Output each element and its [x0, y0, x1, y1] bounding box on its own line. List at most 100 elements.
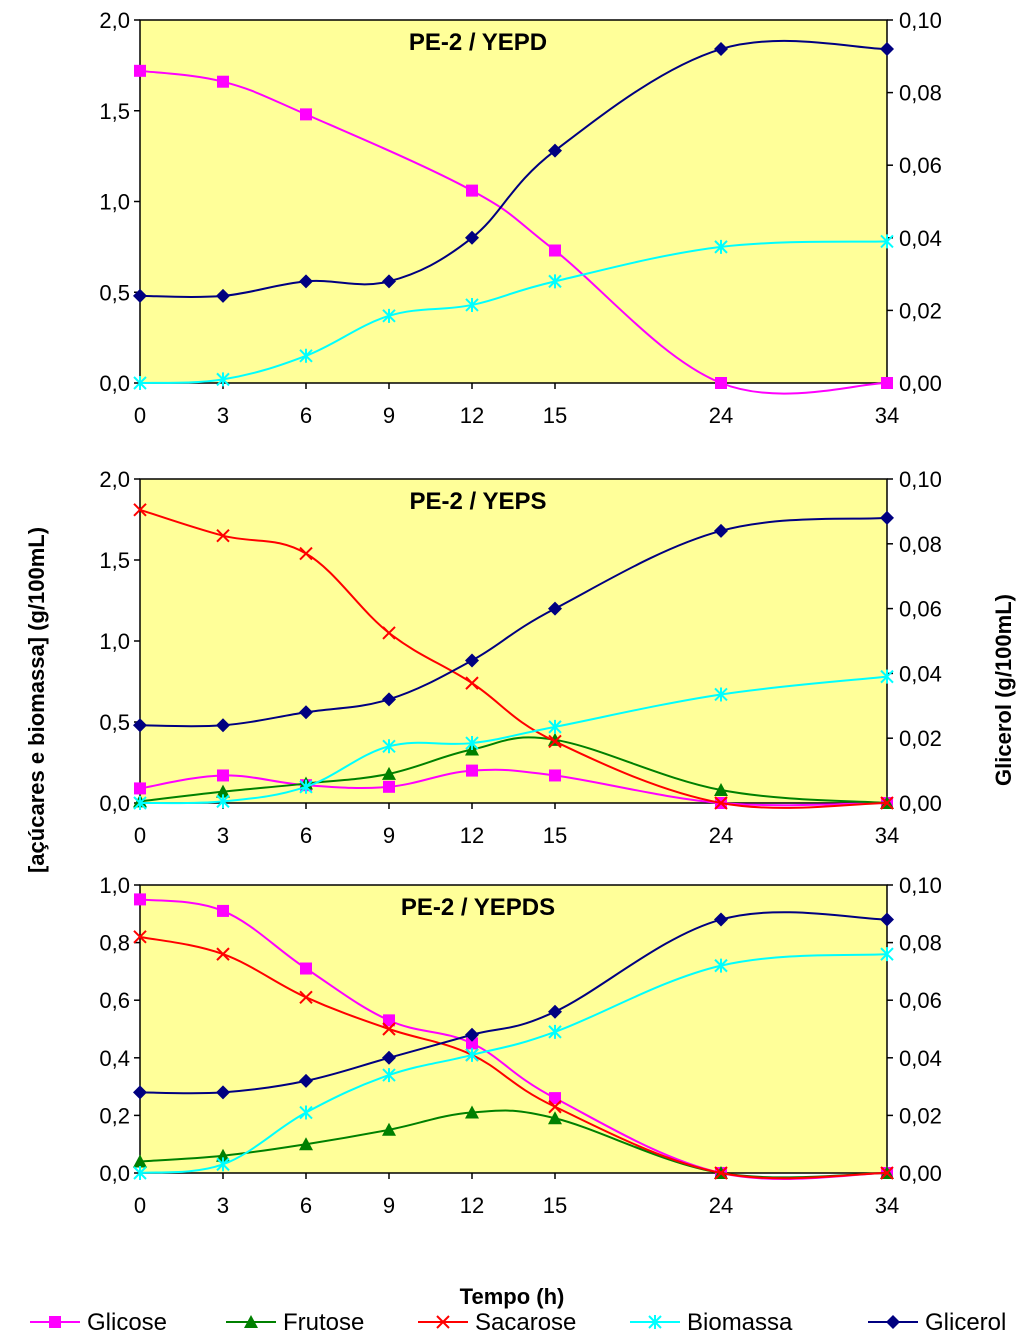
data-point — [299, 1137, 313, 1151]
y-right-tick-label: 0,00 — [899, 1161, 942, 1186]
data-point — [382, 308, 396, 323]
data-point — [382, 1122, 396, 1136]
x-tick-label: 0 — [134, 823, 146, 848]
x-tick-label: 3 — [217, 403, 229, 428]
y-right-tick-label: 0,06 — [899, 988, 942, 1013]
data-point — [465, 1047, 479, 1062]
y-left-tick-label: 0,8 — [99, 931, 130, 956]
x-tick-label: 9 — [383, 403, 395, 428]
legend-item-biomassa: Biomassa — [630, 1309, 793, 1336]
y-right-tick-label: 0,02 — [899, 298, 942, 323]
y-axis-right-title: Glicerol (g/100mL) — [991, 594, 1016, 786]
data-point — [383, 1014, 395, 1027]
y-right-tick-label: 0,02 — [899, 726, 942, 751]
data-point — [382, 274, 396, 289]
legend-marker — [648, 1315, 662, 1329]
data-point — [465, 1027, 479, 1042]
y-right-tick-label: 0,08 — [899, 532, 942, 557]
y-right-tick-label: 0,00 — [899, 371, 942, 396]
legend-label: Frutose — [283, 1309, 364, 1336]
panel-title: PE-2 / YEPS — [410, 488, 547, 515]
y-right-tick-label: 0,02 — [899, 1103, 942, 1128]
series-glicerol — [133, 911, 894, 1100]
data-point — [548, 1100, 562, 1114]
panel-title: PE-2 / YEPDS — [401, 894, 555, 921]
data-point — [216, 372, 230, 387]
y-left-tick-label: 2,0 — [99, 467, 130, 492]
data-point — [216, 794, 230, 809]
data-point — [216, 528, 230, 543]
series-glicose — [134, 64, 893, 395]
data-point — [465, 230, 479, 245]
series-biomassa — [133, 669, 894, 810]
y-left-tick-label: 0,4 — [99, 1046, 130, 1071]
data-point — [714, 523, 728, 538]
data-point — [549, 244, 561, 257]
chart-panel-2: 0,0 0,5 1,0 1,5 2,0 0,00 0,02 0,04 0,06 0,08 0,10 0… — [99, 467, 941, 848]
x-tick-label: 6 — [300, 823, 312, 848]
data-point — [548, 1024, 562, 1039]
legend-marker — [49, 1316, 61, 1328]
x-tick-label: 24 — [709, 823, 733, 848]
data-point — [382, 1022, 396, 1036]
y-left-tick-label: 0,6 — [99, 988, 130, 1013]
y-left-tick-label: 1,5 — [99, 99, 130, 124]
legend-label: Glicose — [87, 1309, 167, 1336]
data-point — [715, 377, 727, 389]
y-left-tick-label: 1,0 — [99, 629, 130, 654]
data-point — [548, 719, 562, 734]
data-point — [217, 769, 229, 782]
data-point — [299, 348, 313, 363]
series-biomassa — [133, 947, 894, 1180]
data-point — [133, 288, 147, 303]
y-right-tick-label: 0,10 — [899, 8, 942, 33]
x-tick-label: 6 — [300, 1193, 312, 1218]
data-point — [714, 912, 728, 927]
data-point — [300, 962, 312, 975]
data-point — [880, 912, 894, 927]
data-point — [299, 990, 313, 1005]
data-point — [134, 782, 146, 795]
x-axis-title: Tempo (h) — [460, 1284, 565, 1309]
y-right-tick-label: 0,06 — [899, 153, 942, 178]
y-left-tick-label: 0,0 — [99, 1161, 130, 1186]
data-point — [549, 1092, 561, 1105]
data-point — [133, 930, 147, 944]
legend-item-glicerol: Glicerol — [868, 1309, 1006, 1336]
y-right-tick-label: 0,04 — [899, 1046, 942, 1071]
data-point — [382, 1050, 396, 1065]
x-tick-label: 34 — [875, 1193, 899, 1218]
x-tick-label: 15 — [543, 403, 567, 428]
data-point — [548, 601, 562, 616]
data-point — [880, 234, 894, 249]
x-tick-label: 34 — [875, 823, 899, 848]
legend: Glicose Frutose Sacarose Biomassa Glicerol — [30, 1309, 1006, 1336]
data-point — [382, 739, 396, 754]
x-tick-label: 9 — [383, 823, 395, 848]
legend-marker — [244, 1315, 258, 1328]
x-tick-label: 3 — [217, 823, 229, 848]
data-point — [133, 796, 147, 810]
legend-marker — [436, 1315, 450, 1329]
series-line — [139, 69, 888, 395]
data-point — [216, 1148, 230, 1162]
panel-title: PE-2 / YEPD — [409, 29, 547, 56]
y-axis-left-title: [açúcares e biomassa] (g/100mL) — [24, 527, 49, 873]
data-point — [382, 766, 396, 780]
data-point — [134, 64, 146, 77]
data-point — [216, 288, 230, 303]
y-left-tick-label: 1,5 — [99, 548, 130, 573]
data-point — [299, 1073, 313, 1088]
y-right-tick-label: 0,10 — [899, 467, 942, 492]
data-point — [549, 769, 561, 782]
data-point — [383, 780, 395, 793]
data-point — [880, 1166, 894, 1180]
data-point — [299, 779, 313, 794]
data-point — [216, 784, 230, 798]
x-tick-label: 24 — [709, 403, 733, 428]
data-point — [133, 1166, 147, 1180]
chart-panel-1: 0,0 0,5 1,0 1,5 2,0 0,00 0,02 0,04 0,06 0,08 0,10 0… — [99, 8, 941, 428]
data-point — [133, 718, 147, 733]
data-point — [217, 904, 229, 917]
